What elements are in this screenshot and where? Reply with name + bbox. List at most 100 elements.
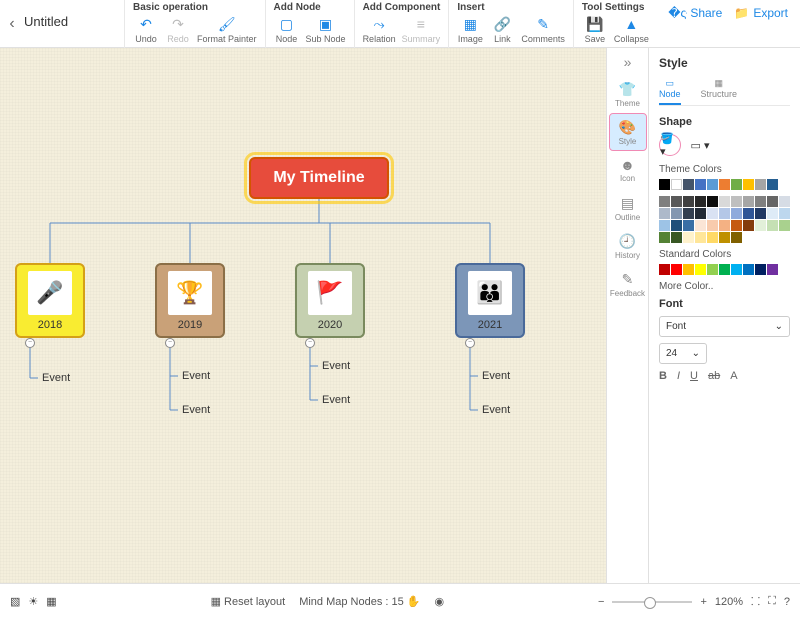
brightness-icon[interactable]: ☀ bbox=[28, 595, 38, 608]
underline-button[interactable]: U bbox=[690, 370, 698, 382]
target-icon[interactable]: ◉ bbox=[435, 595, 445, 608]
sidetab-history[interactable]: 🕘History bbox=[610, 228, 646, 264]
bold-button[interactable]: B bbox=[659, 370, 667, 382]
node-button[interactable]: ▢Node bbox=[274, 15, 300, 44]
color-swatch[interactable] bbox=[659, 196, 670, 207]
fullscreen-icon[interactable]: ⛶ bbox=[768, 595, 776, 608]
color-swatch[interactable] bbox=[779, 220, 790, 231]
tab-structure[interactable]: ▦Structure bbox=[701, 78, 738, 105]
year-node-2021[interactable]: 👪2021 bbox=[455, 263, 525, 338]
undo-button[interactable]: ↶Undo bbox=[133, 15, 159, 44]
color-swatch[interactable] bbox=[767, 220, 778, 231]
year-node-2019[interactable]: 🏆2019 bbox=[155, 263, 225, 338]
font-select[interactable]: Font⌄ bbox=[659, 316, 790, 337]
sidetab-outline[interactable]: ▤Outline bbox=[610, 190, 646, 226]
color-swatch[interactable] bbox=[683, 179, 694, 190]
color-swatch[interactable] bbox=[659, 208, 670, 219]
color-swatch[interactable] bbox=[695, 179, 706, 190]
presentation-icon[interactable]: ▧ bbox=[10, 595, 20, 608]
color-swatch[interactable] bbox=[743, 179, 754, 190]
color-swatch[interactable] bbox=[707, 264, 718, 275]
col-button[interactable]: ▲Collapse bbox=[614, 15, 649, 44]
color-swatch[interactable] bbox=[683, 220, 694, 231]
color-swatch[interactable] bbox=[731, 232, 742, 243]
color-swatch[interactable] bbox=[719, 196, 730, 207]
sidetab-style[interactable]: 🎨Style bbox=[610, 114, 646, 150]
color-swatch[interactable] bbox=[719, 220, 730, 231]
color-swatch[interactable] bbox=[671, 232, 682, 243]
color-swatch[interactable] bbox=[731, 179, 742, 190]
zoom-slider[interactable] bbox=[612, 601, 692, 603]
italic-button[interactable]: I bbox=[677, 370, 680, 382]
color-swatch[interactable] bbox=[695, 232, 706, 243]
color-swatch[interactable] bbox=[755, 179, 766, 190]
color-swatch[interactable] bbox=[743, 208, 754, 219]
sidetab-feedback[interactable]: ✎Feedback bbox=[610, 266, 646, 302]
fit-icon[interactable]: ⸬ bbox=[751, 594, 760, 609]
color-swatch[interactable] bbox=[659, 220, 670, 231]
color-swatch[interactable] bbox=[731, 208, 742, 219]
fmt-button[interactable]: 🖌Format Painter bbox=[197, 15, 257, 44]
rel-button[interactable]: ⤳Relation bbox=[363, 15, 396, 44]
color-swatch[interactable] bbox=[719, 232, 730, 243]
cmt-button[interactable]: ✎Comments bbox=[521, 15, 565, 44]
color-swatch[interactable] bbox=[719, 264, 730, 275]
redo-button[interactable]: ↷Redo bbox=[165, 15, 191, 44]
zoom-in-button[interactable]: + bbox=[700, 596, 706, 608]
root-node[interactable]: My Timeline bbox=[249, 157, 389, 199]
export-button[interactable]: 📁Export bbox=[734, 6, 788, 20]
year-node-2020[interactable]: 🚩2020 bbox=[295, 263, 365, 338]
grid-icon[interactable]: ▦ bbox=[46, 595, 56, 608]
link-button[interactable]: 🔗Link bbox=[489, 15, 515, 44]
color-swatch[interactable] bbox=[743, 220, 754, 231]
sub-button[interactable]: ▣Sub Node bbox=[306, 15, 346, 44]
color-swatch[interactable] bbox=[779, 208, 790, 219]
img-button[interactable]: ▦Image bbox=[457, 15, 483, 44]
font-size-select[interactable]: 24⌄ bbox=[659, 343, 707, 364]
border-color-button[interactable]: ▭ ▾ bbox=[689, 134, 711, 156]
reset-layout-button[interactable]: ▦ Reset layout bbox=[211, 595, 286, 608]
color-swatch[interactable] bbox=[659, 264, 670, 275]
canvas[interactable]: My Timeline 🎤2018 🏆2019 🚩2020 👪2021 − − … bbox=[0, 48, 606, 583]
event-node[interactable]: Event bbox=[322, 394, 350, 406]
collapse-toggle[interactable]: − bbox=[25, 338, 35, 348]
event-node[interactable]: Event bbox=[322, 360, 350, 372]
color-swatch[interactable] bbox=[695, 196, 706, 207]
color-swatch[interactable] bbox=[731, 196, 742, 207]
sum-button[interactable]: ≡Summary bbox=[402, 15, 441, 44]
share-button[interactable]: �ςּShare bbox=[668, 6, 722, 20]
color-swatch[interactable] bbox=[659, 179, 670, 190]
collapse-toggle[interactable]: − bbox=[465, 338, 475, 348]
color-swatch[interactable] bbox=[671, 208, 682, 219]
help-icon[interactable]: ? bbox=[784, 596, 790, 608]
more-color-button[interactable]: More Color.. bbox=[659, 281, 790, 292]
zoom-out-button[interactable]: − bbox=[598, 596, 604, 608]
event-node[interactable]: Event bbox=[42, 372, 70, 384]
color-swatch[interactable] bbox=[755, 220, 766, 231]
tab-node[interactable]: ▭Node bbox=[659, 78, 681, 105]
color-swatch[interactable] bbox=[695, 264, 706, 275]
color-swatch[interactable] bbox=[671, 264, 682, 275]
back-button[interactable]: ‹ bbox=[0, 0, 24, 48]
document-title[interactable]: Untitled bbox=[24, 0, 124, 29]
strike-button[interactable]: ab bbox=[708, 370, 720, 382]
color-swatch[interactable] bbox=[767, 196, 778, 207]
color-swatch[interactable] bbox=[707, 208, 718, 219]
sidetab-theme[interactable]: 👕Theme bbox=[610, 76, 646, 112]
color-swatch[interactable] bbox=[779, 196, 790, 207]
event-node[interactable]: Event bbox=[482, 370, 510, 382]
color-swatch[interactable] bbox=[767, 208, 778, 219]
color-swatch[interactable] bbox=[755, 208, 766, 219]
color-swatch[interactable] bbox=[659, 232, 670, 243]
color-swatch[interactable] bbox=[671, 179, 682, 190]
color-swatch[interactable] bbox=[755, 196, 766, 207]
color-swatch[interactable] bbox=[683, 208, 694, 219]
collapse-toggle[interactable]: − bbox=[165, 338, 175, 348]
color-swatch[interactable] bbox=[719, 208, 730, 219]
sidetab-icon[interactable]: ☻Icon bbox=[610, 152, 646, 188]
collapse-panel-button[interactable]: » bbox=[624, 54, 632, 70]
color-swatch[interactable] bbox=[707, 220, 718, 231]
color-swatch[interactable] bbox=[671, 220, 682, 231]
year-node-2018[interactable]: 🎤2018 bbox=[15, 263, 85, 338]
color-swatch[interactable] bbox=[671, 196, 682, 207]
